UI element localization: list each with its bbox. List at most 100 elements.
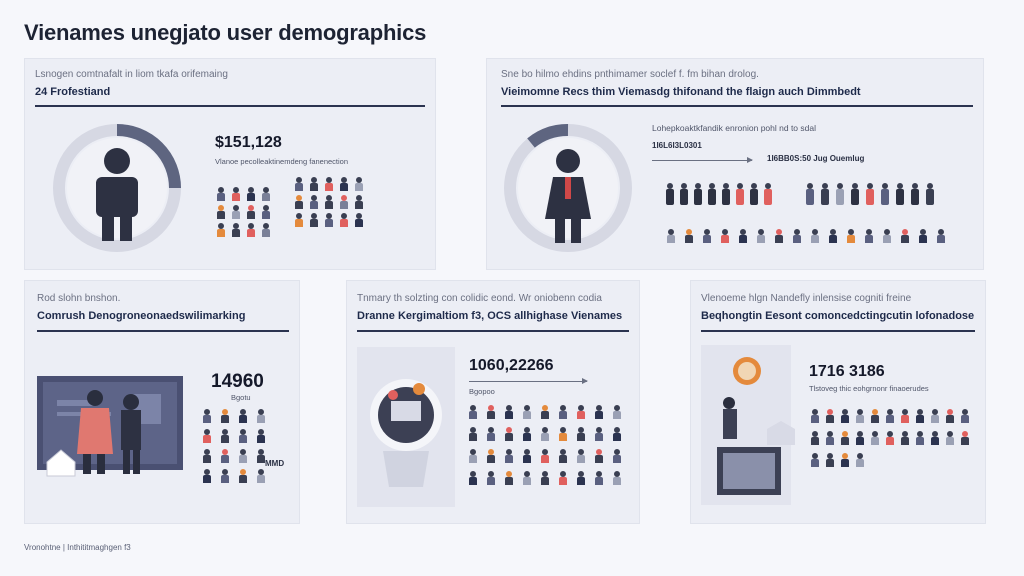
arrow bbox=[469, 378, 588, 384]
user-avatar-icon bbox=[593, 405, 605, 419]
person-icon bbox=[338, 177, 350, 191]
chart-icon bbox=[845, 229, 857, 243]
footer-source: Vronohtne | Inthititmaghgen f3 bbox=[24, 543, 131, 552]
camera-icon bbox=[215, 223, 227, 237]
person-icon bbox=[749, 183, 759, 205]
group-icon bbox=[884, 409, 896, 423]
medal-icon bbox=[575, 471, 587, 485]
person-icon bbox=[593, 427, 605, 441]
camera-icon bbox=[884, 431, 896, 445]
top-caption: Lohepkoaktkfandik enronion pohl nd to sd… bbox=[652, 123, 816, 133]
user-avatar-icon bbox=[245, 187, 257, 201]
donut-chart bbox=[504, 123, 632, 252]
card-subtitle: Rod slohn bnshon. bbox=[37, 293, 121, 304]
person-icon bbox=[805, 183, 815, 205]
medal-icon bbox=[593, 471, 605, 485]
gear-icon bbox=[323, 195, 335, 209]
group-icon bbox=[839, 409, 851, 423]
gear-icon bbox=[611, 449, 623, 463]
camera-icon bbox=[839, 431, 851, 445]
person-icon bbox=[96, 148, 138, 241]
gear-icon bbox=[539, 449, 551, 463]
person-icon bbox=[293, 177, 305, 191]
person-icon bbox=[485, 427, 497, 441]
stat-caption: Bgopoo bbox=[469, 387, 495, 396]
group-icon bbox=[899, 409, 911, 423]
person-icon bbox=[323, 177, 335, 191]
medal-icon bbox=[503, 471, 515, 485]
card-community: Rod slohn bnshon. Comrush Denogroneonaed… bbox=[24, 280, 300, 524]
arrow bbox=[652, 157, 753, 163]
person-icon bbox=[308, 177, 320, 191]
user-avatar-icon bbox=[611, 405, 623, 419]
map-icon bbox=[791, 229, 803, 243]
camera-icon bbox=[914, 431, 926, 445]
icon-grid bbox=[201, 409, 267, 483]
icon-grid bbox=[809, 409, 971, 467]
gear-icon bbox=[308, 195, 320, 209]
group-icon bbox=[824, 409, 836, 423]
figure-row-right bbox=[805, 183, 935, 205]
group-icon bbox=[219, 429, 231, 443]
person-icon bbox=[201, 409, 213, 423]
donut-chart bbox=[53, 124, 181, 252]
card-gender: Sne bo hilmo ehdins pnthimamer soclef f.… bbox=[486, 58, 984, 270]
map-icon bbox=[665, 229, 677, 243]
map-icon bbox=[683, 229, 695, 243]
user-avatar-icon bbox=[485, 405, 497, 419]
medal-icon bbox=[485, 471, 497, 485]
camera-icon bbox=[929, 431, 941, 445]
person-icon bbox=[467, 427, 479, 441]
figure-row-left bbox=[665, 183, 773, 205]
group-icon bbox=[245, 205, 257, 219]
map-icon bbox=[701, 229, 713, 243]
chart-icon bbox=[809, 229, 821, 243]
person-icon bbox=[237, 409, 249, 423]
gear-icon bbox=[201, 449, 213, 463]
camera-icon bbox=[245, 223, 257, 237]
camera-icon bbox=[899, 431, 911, 445]
gear-icon bbox=[219, 449, 231, 463]
camera-icon bbox=[869, 431, 881, 445]
chart-icon bbox=[863, 229, 875, 243]
card-subtitle: Sne bo hilmo ehdins pnthimamer soclef f.… bbox=[501, 69, 759, 80]
card-heading: Dranne Kergimaltiom f3, OCS allhighase V… bbox=[357, 310, 623, 322]
user-avatar-icon bbox=[521, 405, 533, 419]
gear-icon bbox=[293, 195, 305, 209]
stat-caption: Bgotu bbox=[231, 393, 251, 402]
user-avatar-icon bbox=[557, 405, 569, 419]
person-icon bbox=[665, 183, 675, 205]
camera-icon bbox=[824, 431, 836, 445]
camera-icon bbox=[230, 223, 242, 237]
card-heading: Comrush Denogroneonaedswilimarking bbox=[37, 310, 246, 322]
chart-icon bbox=[827, 229, 839, 243]
group-icon bbox=[260, 205, 272, 219]
medal-icon bbox=[323, 213, 335, 227]
icon-grid bbox=[467, 405, 623, 485]
person-icon bbox=[735, 183, 745, 205]
gear-icon bbox=[467, 449, 479, 463]
user-avatar-icon bbox=[260, 187, 272, 201]
gear-icon bbox=[557, 449, 569, 463]
medal-icon bbox=[219, 469, 231, 483]
chart-icon bbox=[917, 229, 929, 243]
stat-value: 14960 bbox=[211, 371, 264, 392]
medal-icon bbox=[521, 471, 533, 485]
chart-icon bbox=[839, 453, 851, 467]
medal-icon bbox=[338, 213, 350, 227]
person-icon bbox=[545, 149, 591, 243]
gear-icon bbox=[503, 449, 515, 463]
camera-icon bbox=[809, 431, 821, 445]
user-avatar-icon bbox=[215, 187, 227, 201]
person-icon bbox=[219, 409, 231, 423]
gear-icon bbox=[575, 449, 587, 463]
person-icon bbox=[721, 183, 731, 205]
card-engagement: Vlenoeme hlgn Nandefly inlensise cogniti… bbox=[690, 280, 986, 524]
person-icon bbox=[835, 183, 845, 205]
medal-icon bbox=[293, 213, 305, 227]
heading-rule bbox=[357, 330, 629, 332]
stat-caption: Tlstoveg thic eohgrnonr finaoerudes bbox=[809, 384, 929, 393]
group-icon bbox=[959, 409, 971, 423]
person-icon bbox=[850, 183, 860, 205]
stat-value: 1716 3186 bbox=[809, 363, 885, 380]
